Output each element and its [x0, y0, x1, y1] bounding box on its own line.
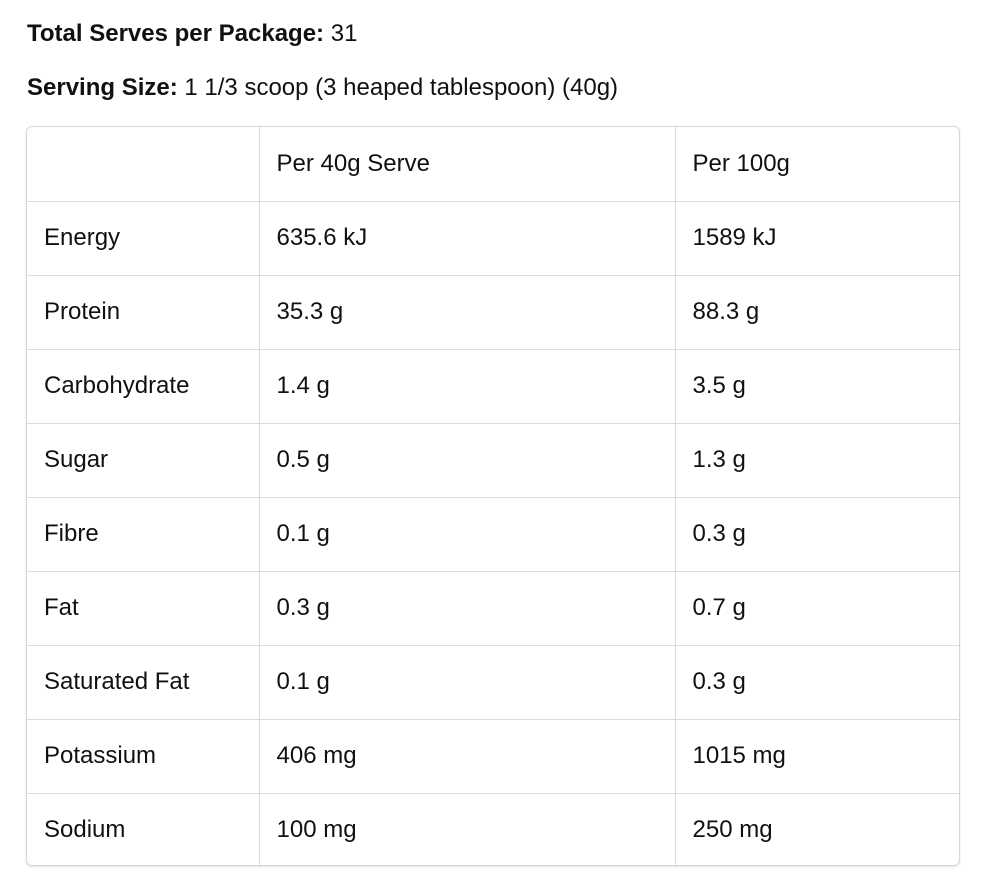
per-100g-value: 0.7 g: [675, 571, 959, 646]
per-serve-value: 1.4 g: [259, 349, 676, 424]
per-serve-value: 0.3 g: [259, 571, 676, 646]
per-100g-value: 0.3 g: [675, 645, 959, 720]
nutrient-name: Fibre: [27, 497, 260, 572]
table-row: Carbohydrate 1.4 g 3.5 g: [27, 349, 959, 424]
per-100g-value: 0.3 g: [675, 497, 959, 572]
nutrient-name: Protein: [27, 275, 260, 350]
per-serve-value: 635.6 kJ: [259, 201, 676, 276]
per-serve-value: 0.5 g: [259, 423, 676, 498]
per-100g-value: 1589 kJ: [675, 201, 959, 276]
per-100g-value: 1015 mg: [675, 719, 959, 794]
header-nutrient: [27, 127, 260, 202]
serves-label: Total Serves per Package:: [27, 20, 325, 47]
per-serve-value: 0.1 g: [259, 645, 676, 720]
per-serve-value: 406 mg: [259, 719, 676, 794]
per-serve-value: 100 mg: [259, 793, 676, 865]
nutrient-name: Sugar: [27, 423, 260, 498]
per-100g-value: 250 mg: [692, 816, 773, 844]
nutrient-name: Potassium: [27, 719, 260, 794]
nutrient-name: Fat: [27, 571, 260, 646]
table-row: Energy 635.6 kJ 1589 kJ: [27, 201, 959, 276]
table-row: Sugar 0.5 g 1.3 g: [27, 423, 959, 498]
header-per-serve: Per 40g Serve: [259, 127, 676, 202]
table-row: Fibre 0.1 g 0.3 g: [27, 497, 959, 572]
table-row: Fat 0.3 g 0.7 g: [27, 571, 959, 646]
header-per-100g: Per 100g: [675, 127, 959, 202]
per-serve-value: 0.1 g: [259, 497, 676, 572]
serving-size: Serving Size: 1 1/3 scoop (3 heaped tabl…: [27, 73, 618, 103]
nutrient-name: Saturated Fat: [27, 645, 260, 720]
nutrition-table: Per 40g Serve Per 100g Energy 635.6 kJ 1…: [27, 127, 959, 865]
table-header-row: Per 40g Serve Per 100g: [27, 127, 959, 202]
per-100g-value: 1.3 g: [675, 423, 959, 498]
table-row: Sodium 100 mg 250 mg: [27, 793, 959, 865]
table-row: Protein 35.3 g 88.3 g: [27, 275, 959, 350]
serves-value: 31: [330, 20, 358, 47]
per-serve-value: 35.3 g: [259, 275, 676, 350]
nutrient-name: Energy: [27, 201, 260, 276]
per-100g-value: 88.3 g: [675, 275, 959, 350]
nutrient-name: Sodium: [27, 793, 260, 865]
serving-size-label: Serving Size:: [27, 74, 178, 101]
per-100g-value: 3.5 g: [675, 349, 959, 424]
table-row: Saturated Fat 0.1 g 0.3 g: [27, 645, 959, 720]
table-row: Potassium 406 mg 1015 mg: [27, 719, 959, 794]
nutrition-table-container: Per 40g Serve Per 100g Energy 635.6 kJ 1…: [26, 126, 960, 866]
serves-per-package: Total Serves per Package: 31: [27, 19, 357, 49]
nutrient-name: Carbohydrate: [27, 349, 260, 424]
serving-size-value: 1 1/3 scoop (3 heaped tablespoon) (40g): [184, 74, 619, 101]
